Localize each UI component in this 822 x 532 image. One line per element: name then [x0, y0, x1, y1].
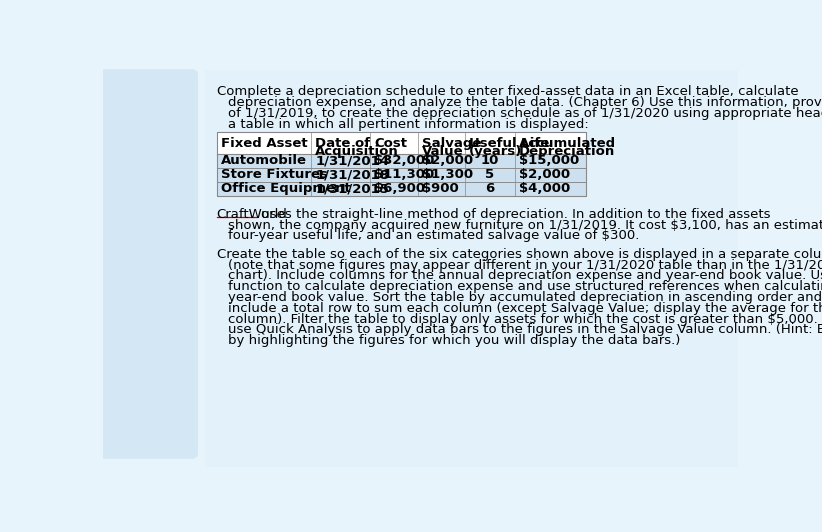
Text: include a total row to sum each column (except Salvage Value; display the averag: include a total row to sum each column (…	[229, 302, 822, 315]
Bar	[217, 132, 586, 196]
Text: 10: 10	[481, 154, 499, 168]
Text: Useful Life: Useful Life	[469, 137, 549, 150]
Text: Depreciation: Depreciation	[519, 145, 615, 159]
Text: column). Filter the table to display only assets for which the cost is greater t: column). Filter the table to display onl…	[229, 312, 822, 326]
Text: 1/31/2014: 1/31/2014	[315, 154, 389, 168]
Text: of 1/31/2019, to create the depreciation schedule as of 1/31/2020 using appropri: of 1/31/2019, to create the depreciation…	[229, 107, 822, 120]
Text: four-year useful life, and an estimated salvage value of $300.: four-year useful life, and an estimated …	[229, 229, 640, 243]
Text: 1/31/2015: 1/31/2015	[315, 182, 389, 195]
Text: (years): (years)	[469, 145, 522, 159]
Text: Accumulated: Accumulated	[519, 137, 616, 150]
Text: Store Fixtures: Store Fixtures	[221, 168, 328, 181]
Bar	[205, 70, 738, 467]
Text: $2,000: $2,000	[519, 168, 570, 181]
Text: use Quick Analysis to apply data bars to the figures in the Salvage Value column: use Quick Analysis to apply data bars to…	[229, 323, 822, 336]
Text: 5: 5	[485, 168, 494, 181]
Text: Create the table so each of the six categories shown above is displayed in a sep: Create the table so each of the six cate…	[217, 248, 822, 261]
Bar	[217, 132, 586, 154]
Text: Date of: Date of	[315, 137, 370, 150]
Text: shown, the company acquired new furniture on 1/31/2019. It cost $3,100, has an e: shown, the company acquired new furnitur…	[229, 219, 822, 231]
Bar	[217, 168, 586, 181]
Text: $15,000: $15,000	[519, 154, 580, 168]
Text: chart). Include columns for the annual depreciation expense and year-end book va: chart). Include columns for the annual d…	[229, 269, 822, 282]
Text: $4,000: $4,000	[519, 182, 570, 195]
Text: Value: Value	[422, 145, 464, 159]
Text: year-end book value. Sort the table by accumulated depreciation in ascending ord: year-end book value. Sort the table by a…	[229, 291, 822, 304]
Text: $11,300: $11,300	[374, 168, 434, 181]
Text: $1,300: $1,300	[422, 168, 473, 181]
Text: CraftWorld: CraftWorld	[217, 208, 288, 221]
Text: $6,900: $6,900	[374, 182, 425, 195]
Text: (note that some figures may appear different in your 1/31/2020 table than in the: (note that some figures may appear diffe…	[229, 259, 822, 272]
Text: uses the straight-line method of depreciation. In addition to the fixed assets: uses the straight-line method of depreci…	[257, 208, 770, 221]
Text: Automobile: Automobile	[221, 154, 307, 168]
Text: Office Equipment: Office Equipment	[221, 182, 351, 195]
Text: Complete a depreciation schedule to enter fixed-asset data in an Excel table, ca: Complete a depreciation schedule to ente…	[217, 86, 798, 98]
Text: Acquisition: Acquisition	[315, 145, 399, 159]
Bar	[217, 154, 586, 168]
Text: Cost: Cost	[374, 137, 407, 149]
Text: Fixed Asset: Fixed Asset	[221, 137, 308, 149]
Text: $32,000: $32,000	[374, 154, 434, 168]
Text: $900: $900	[422, 182, 459, 195]
Bar	[217, 181, 586, 196]
Text: function to calculate depreciation expense and use structured references when ca: function to calculate depreciation expen…	[229, 280, 822, 293]
Text: a table in which all pertinent information is displayed:: a table in which all pertinent informati…	[229, 118, 589, 131]
Text: Salvage: Salvage	[422, 137, 482, 150]
Text: by highlighting the figures for which you will display the data bars.): by highlighting the figures for which yo…	[229, 334, 681, 347]
Text: 1/31/2018: 1/31/2018	[315, 168, 389, 181]
Text: depreciation expense, and analyze the table data. (Chapter 6) Use this informati: depreciation expense, and analyze the ta…	[229, 96, 822, 109]
Text: $2,000: $2,000	[422, 154, 473, 168]
FancyBboxPatch shape	[96, 69, 198, 459]
Text: 6: 6	[485, 182, 495, 195]
